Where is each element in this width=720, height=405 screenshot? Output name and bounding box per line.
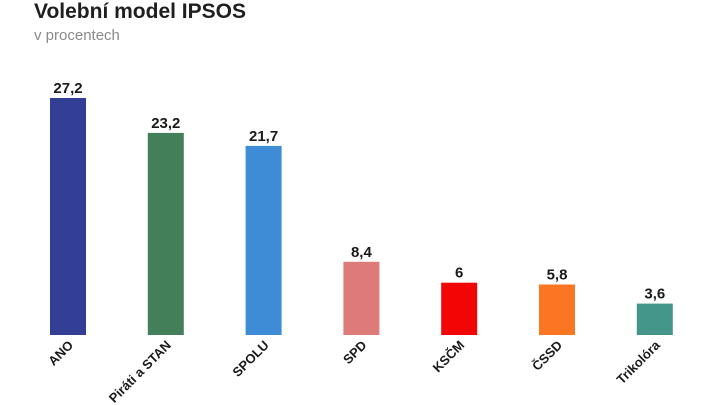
value-label-trikolora: 3,6 xyxy=(644,286,665,303)
category-label-trikolora: Trikolóra xyxy=(613,337,663,387)
bar-kscm xyxy=(441,282,478,335)
category-label-kscm: KSČM xyxy=(430,338,468,376)
bars-group xyxy=(50,98,673,335)
value-label-pirati-a-stan: 23,2 xyxy=(151,115,180,132)
value-label-ano: 27,2 xyxy=(53,80,82,97)
bar-cssd xyxy=(539,284,575,335)
value-label-kscm: 6 xyxy=(455,265,463,282)
bar-ano xyxy=(50,98,86,335)
bar-spd xyxy=(343,261,380,335)
value-label-cssd: 5,8 xyxy=(547,267,568,284)
category-label-ano: ANO xyxy=(45,338,76,369)
chart-title: Volební model IPSOS xyxy=(34,0,246,23)
category-label-cssd: ČSSD xyxy=(529,338,565,374)
value-labels-group: 27,2 23,2 21,7 8,4 6 5,8 3,6 xyxy=(53,80,665,303)
category-label-spolu: SPOLU xyxy=(229,338,271,380)
category-label-spd: SPD xyxy=(340,338,370,368)
value-label-spd: 8,4 xyxy=(351,244,373,261)
value-label-spolu: 21,7 xyxy=(249,128,278,145)
category-labels-group: ANO Piráti a STAN SPOLU SPD KSČM ČSSD Trikolór… xyxy=(45,337,663,405)
bar-pirati-a-stan xyxy=(147,132,184,335)
bar-trikolora xyxy=(636,303,673,335)
chart-subtitle: v procentech xyxy=(34,27,120,44)
bar-spolu xyxy=(245,145,282,335)
category-label-pirati-a-stan: Piráti a STAN xyxy=(106,338,174,405)
